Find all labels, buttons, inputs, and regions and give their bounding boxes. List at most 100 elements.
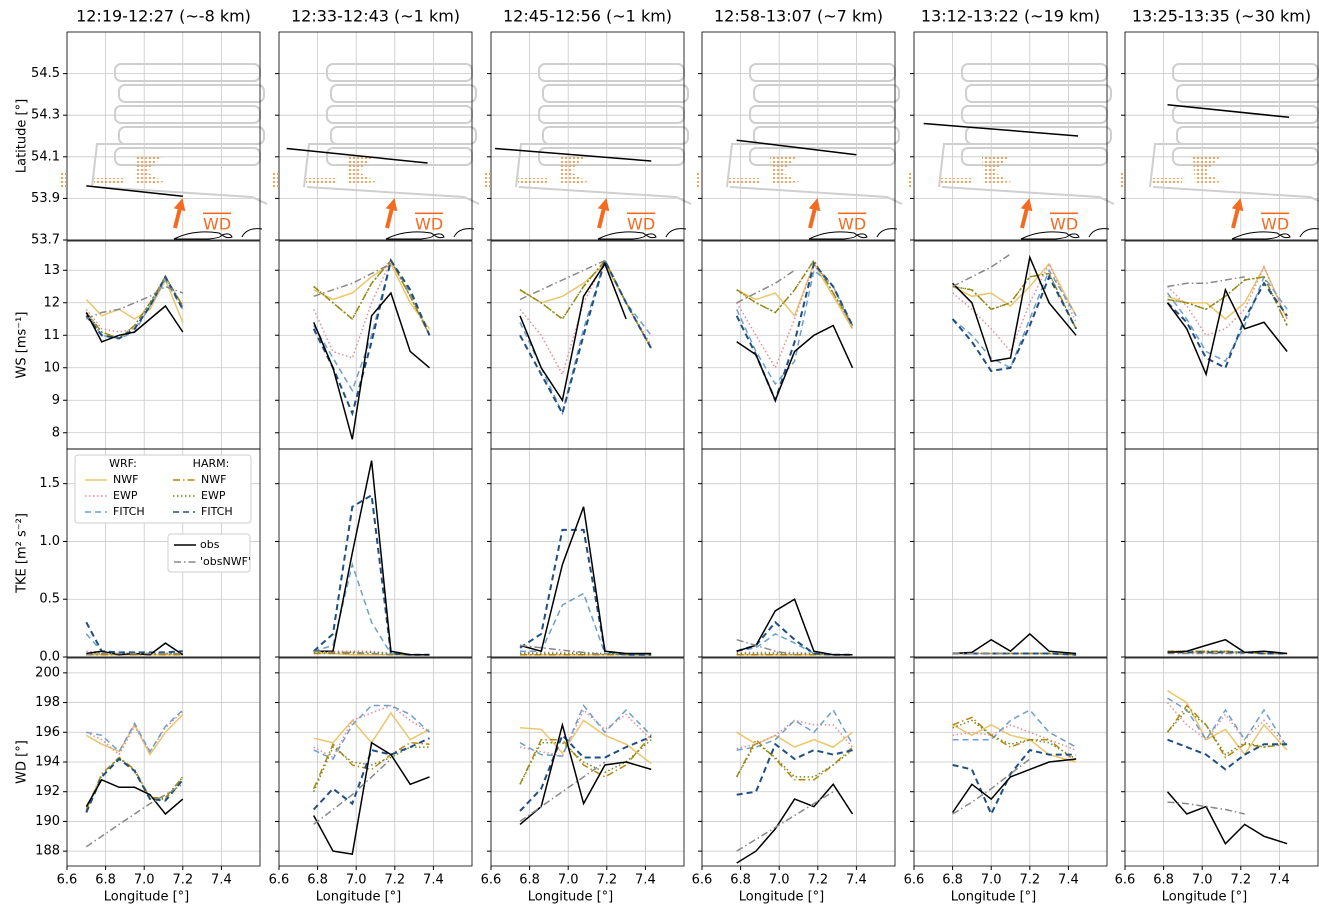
series-line: [519, 258, 652, 416]
series-line: [519, 506, 652, 655]
series-line: [952, 709, 1077, 748]
series-line: [952, 719, 1077, 760]
y-tick-label: 192: [35, 784, 60, 799]
wind-farm: [94, 178, 124, 185]
x-tick-label: 6.6: [57, 873, 78, 888]
wind-direction-label: WD: [415, 215, 443, 234]
series-line: [1166, 281, 1288, 370]
panel-title: 12:58-13:07 (~7 km): [714, 7, 883, 26]
flight-leg: [736, 139, 857, 156]
panel-frame: [278, 240, 473, 450]
series-line: [85, 274, 184, 340]
wind-arrow: [385, 198, 398, 229]
x-tick-label: 7.4: [423, 873, 444, 888]
panel-frame: [913, 657, 1108, 867]
series-line: [952, 724, 1077, 751]
wind-arrow: [808, 198, 821, 229]
legend-box: [74, 454, 252, 524]
series-line: [952, 724, 1077, 763]
y-axis-label: Latitude [°]: [15, 99, 30, 173]
flight-leg: [86, 185, 183, 198]
wind-direction-label: WD: [1261, 215, 1289, 234]
series-line: [519, 258, 652, 377]
x-tick-label: 7.0: [1192, 873, 1213, 888]
flight-track: [1149, 143, 1319, 203]
series-line: [1167, 638, 1288, 655]
legend-label: FITCH: [113, 505, 145, 518]
wind-farm: [135, 157, 164, 185]
wind-arrow: [1020, 198, 1033, 229]
flight-track: [542, 126, 689, 145]
flight-track: [303, 143, 480, 205]
wind-farm: [559, 157, 588, 185]
series-line: [86, 709, 184, 754]
flight-leg: [923, 122, 1079, 137]
legend-group-title: HARM:: [193, 457, 230, 470]
wind-farm: [770, 157, 799, 185]
panel-frame: [1124, 240, 1319, 450]
panel-frame: [278, 657, 473, 867]
panel-title: 13:12-13:22 (~19 km): [921, 7, 1100, 26]
series-line: [519, 257, 653, 416]
y-tick-label: 12: [43, 295, 60, 310]
wind-farm: [941, 178, 971, 185]
legend-label: EWP: [201, 489, 226, 502]
series-line: [519, 262, 627, 403]
y-axis-label: WD [°]: [15, 740, 30, 784]
series-line: [952, 632, 1077, 655]
x-axis-label: Longitude [°]: [104, 890, 189, 904]
x-tick-label: 7.0: [981, 873, 1002, 888]
series-line: [736, 791, 834, 852]
x-axis-label: Longitude [°]: [316, 890, 401, 904]
x-tick-label: 6.6: [1115, 873, 1136, 888]
panel-title: 12:45-12:56 (~1 km): [503, 7, 672, 26]
wind-farm: [61, 172, 66, 189]
panel-frame: [490, 240, 685, 450]
y-tick-label: 1.0: [39, 534, 60, 549]
y-tick-label: 10: [43, 360, 60, 375]
series-line: [952, 253, 1011, 288]
series-line: [1166, 265, 1288, 337]
y-tick-label: 196: [35, 725, 60, 740]
x-tick-label: 7.0: [346, 873, 367, 888]
flight-track: [118, 84, 265, 103]
series-line: [313, 758, 392, 825]
series-line: [519, 719, 652, 765]
series-line: [85, 756, 184, 812]
series-line: [952, 262, 1077, 317]
flight-track: [749, 105, 896, 124]
series-line: [951, 758, 1077, 813]
x-tick-label: 7.4: [846, 873, 867, 888]
series-line: [85, 710, 184, 756]
panel-title: 12:19-12:27 (~-8 km): [76, 7, 251, 26]
x-axis-label: Longitude [°]: [739, 890, 824, 904]
flight-leg: [494, 147, 652, 162]
coastline: [1020, 228, 1110, 240]
series-line: [952, 272, 1077, 330]
x-tick-label: 6.8: [942, 873, 963, 888]
panel-frame: [701, 31, 896, 241]
series-line: [952, 758, 1031, 815]
y-tick-label: 0.0: [39, 650, 60, 665]
wind-farm: [518, 178, 548, 185]
series-line: [313, 652, 430, 656]
series-line: [736, 742, 853, 796]
flight-track: [538, 63, 685, 82]
series-line: [85, 621, 183, 654]
series-line: [519, 733, 652, 812]
series-line: [736, 731, 853, 748]
x-tick-label: 7.2: [596, 873, 617, 888]
x-tick-label: 7.4: [635, 873, 656, 888]
legend-label: obs: [200, 538, 220, 551]
flight-track: [1172, 63, 1319, 82]
panel-frame: [701, 657, 896, 867]
series-line: [736, 259, 854, 326]
series-line: [85, 275, 184, 333]
legend-label: EWP: [113, 489, 138, 502]
flight-track: [938, 143, 1115, 205]
panel-frame: [66, 31, 261, 241]
series-line: [952, 268, 1077, 369]
panel-frame: [490, 657, 685, 867]
wind-direction-label: WD: [1050, 215, 1078, 234]
